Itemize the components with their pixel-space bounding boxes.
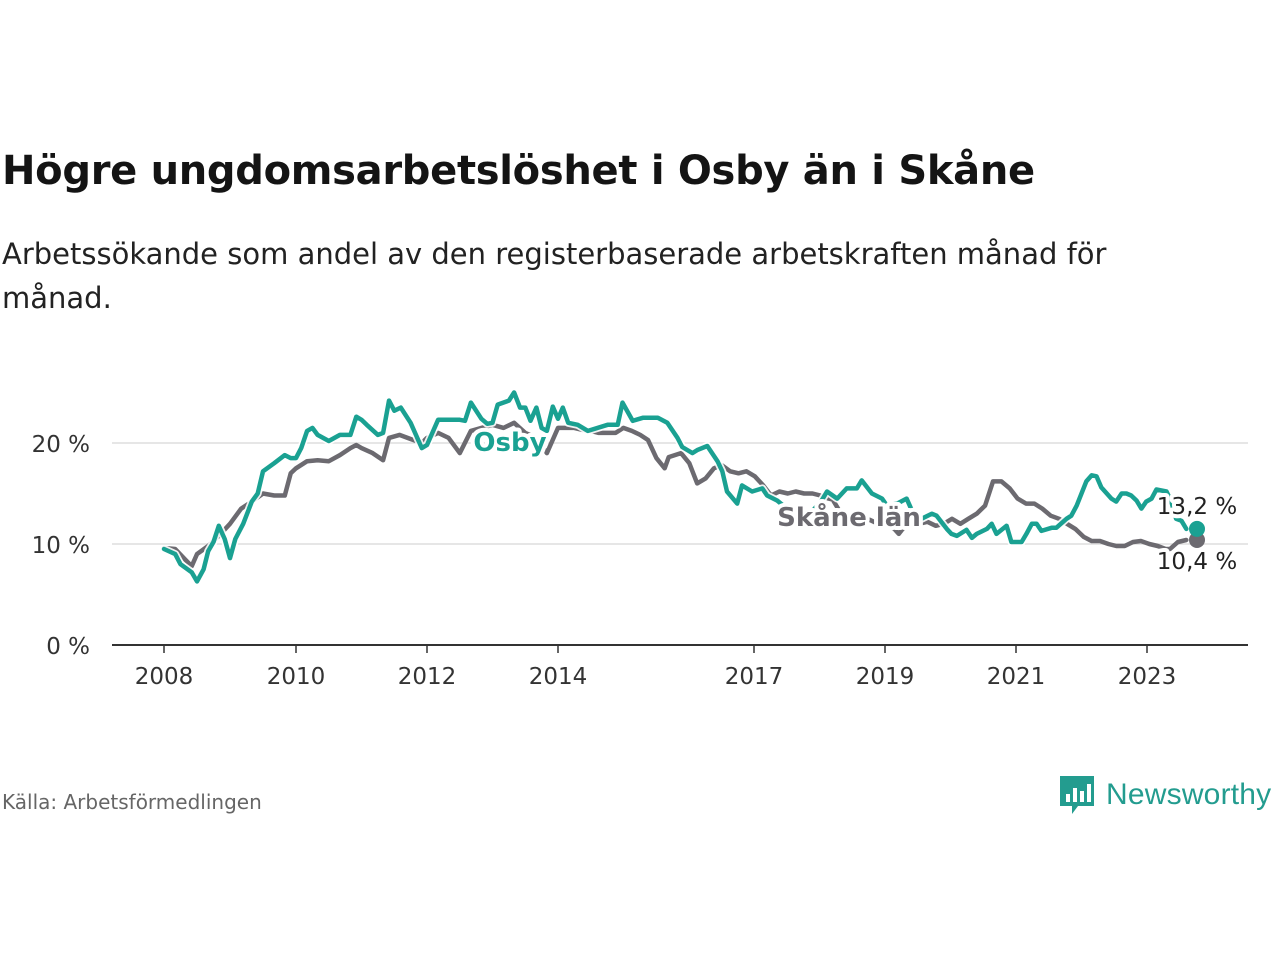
- chart-title: Högre ungdomsarbetslöshet i Osby än i Sk…: [2, 148, 1035, 194]
- newsworthy-logo-icon: [1060, 776, 1094, 814]
- x-tick-label: 2021: [987, 664, 1046, 690]
- x-tick-label: 2010: [267, 664, 326, 690]
- source-note: Källa: Arbetsförmedlingen: [2, 790, 262, 814]
- end-dot-osby: [1189, 520, 1205, 537]
- series-label-osby: Osby: [473, 428, 546, 458]
- x-tick-label: 2012: [398, 664, 457, 690]
- y-tick-label: 10 %: [32, 533, 90, 559]
- y-tick-label: 0 %: [46, 634, 90, 660]
- brand-name: Newsworthy: [1106, 778, 1272, 811]
- series-label-osby-halo: Osby: [473, 428, 546, 458]
- series-label-skane: Skåne län: [777, 501, 921, 533]
- x-tick-label: 2019: [856, 664, 915, 690]
- x-tick-label: 2008: [135, 664, 194, 690]
- x-tick-label: 2014: [529, 664, 588, 690]
- series-line-osby: [161, 390, 1189, 584]
- end-value-osby: 13,2 %: [1157, 494, 1237, 520]
- series-halo-osby: [160, 388, 1191, 586]
- x-tick-label: 2023: [1118, 664, 1177, 690]
- series-label-skane-halo: Skåne län: [777, 501, 921, 533]
- chart-subtitle: Arbetssökande som andel av den registerb…: [2, 237, 1107, 315]
- end-value-skane: 10,4 %: [1157, 549, 1237, 575]
- end-value-osby-halo: 13,2 %: [1157, 494, 1237, 520]
- end-value-skane-halo: 10,4 %: [1157, 549, 1237, 575]
- brand-logo: Newsworthy: [1058, 772, 1271, 818]
- x-tick-label: 2017: [725, 664, 784, 690]
- end-dot-skane: [1189, 531, 1205, 548]
- y-tick-label: 20 %: [32, 432, 90, 458]
- line-chart: 0 % 10 % 20 % 2008 2010 2012 2014 2017 2019 2021 2…: [32, 388, 1248, 690]
